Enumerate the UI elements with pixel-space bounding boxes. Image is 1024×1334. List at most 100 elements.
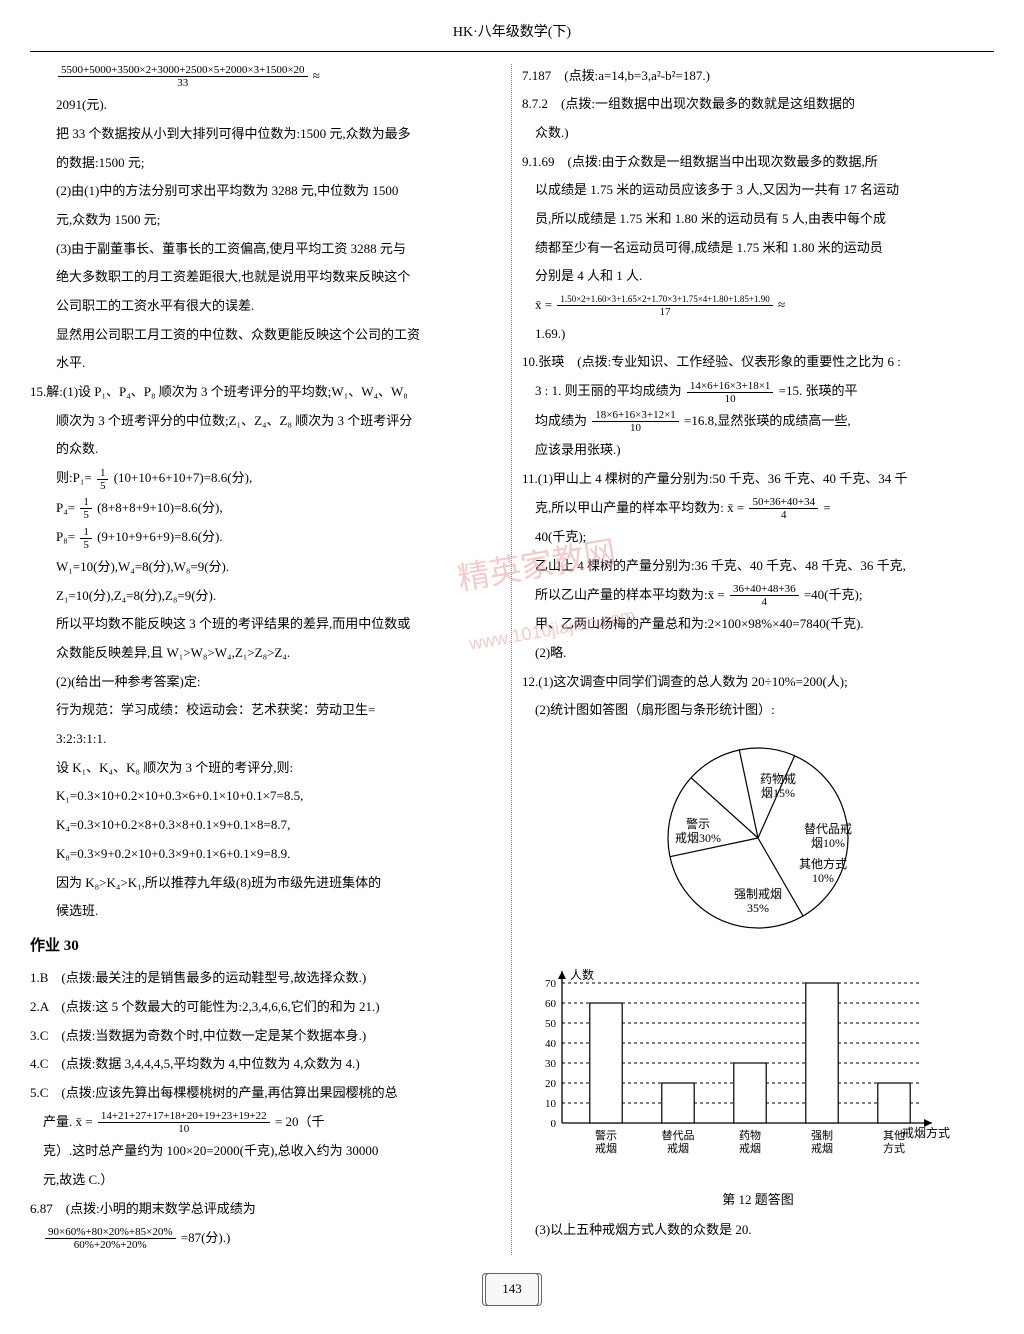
text-line: 公司职工的工资水平有很大的误差. (30, 294, 502, 319)
svg-text:方式: 方式 (883, 1141, 905, 1155)
svg-text:烟10%: 烟10% (811, 836, 845, 850)
answer-line: 8.7.2 (点拨:一组数据中出现次数最多的数就是这组数据的 (522, 92, 994, 117)
svg-text:药物: 药物 (739, 1128, 761, 1142)
text-line: 40(千克); (522, 525, 994, 550)
frac-den: 10 (98, 1123, 270, 1135)
svg-text:30: 30 (545, 1058, 557, 1070)
text-line: 所以平均数不能反映这 3 个班的考评结果的差异,而用中位数或 (30, 612, 502, 637)
fraction: 14+21+27+17+18+20+19+23+19+22 10 (98, 1110, 270, 1135)
svg-text:强制: 强制 (811, 1129, 833, 1142)
eq-line: 均成绩为 18×6+16×3+12×1 10 =16.8,显然张瑛的成绩高一些, (522, 409, 994, 435)
svg-text:戒烟: 戒烟 (667, 1141, 689, 1155)
text-line: 2091(元). (30, 93, 502, 118)
page-number-wrap: 143 (30, 1273, 994, 1306)
text-line: 1.69.) (522, 322, 994, 347)
frac-num: 1.50×2+1.60×3+1.65×2+1.70×3+1.75×4+1.80+… (557, 295, 772, 306)
text-line: 显然用公司职工月工资的中位数、众数更能反映这个公司的工资 (30, 323, 502, 348)
pie-chart: 警示戒烟30%药物戒烟15%替代品戒烟10%其他方式10%强制戒烟35% (628, 733, 888, 943)
fraction: 36+40+48+36 4 (730, 583, 799, 608)
fraction: 1.50×2+1.60×3+1.65×2+1.70×3+1.75×4+1.80+… (557, 295, 772, 318)
eq-post: =16.8,显然张瑛的成绩高一些, (684, 413, 851, 428)
text-line: 设 K₁、K₄、K₈ 顺次为 3 个班的考评分,则: (30, 756, 502, 781)
text-line: Z₁=10(分),Z₄=8(分),Z₈=9(分). (30, 584, 502, 609)
text-line: W₁=10(分),W₄=8(分),W₈=9(分). (30, 555, 502, 580)
fraction: 18×6+16×3+12×1 10 (592, 409, 679, 434)
answer-line: 12.(1)这次调查中同学们调查的总人数为 20÷10%=200(人); (522, 670, 994, 695)
bar-chart: 010203040506070人数戒烟方式警示戒烟替代品戒烟药物戒烟强制戒烟其他… (522, 963, 962, 1163)
svg-text:10%: 10% (812, 871, 834, 885)
svg-text:20: 20 (545, 1078, 557, 1090)
svg-text:烟15%: 烟15% (761, 786, 795, 800)
text-line: (2)由(1)中的方法分别可求出平均数为 3288 元,中位数为 1500 (30, 179, 502, 204)
svg-text:40: 40 (545, 1038, 557, 1050)
svg-text:替代品戒: 替代品戒 (804, 822, 852, 836)
eq-pre: 3 : 1. 则王丽的平均成绩为 (535, 383, 682, 398)
q15-head: 15.解:(1)设 P₁、P₄、P₈ 顺次为 3 个班考评分的平均数;W₁、W₄… (30, 380, 502, 405)
svg-text:戒烟: 戒烟 (595, 1141, 617, 1155)
text-line: (2)(给出一种参考答案)定: (30, 670, 502, 695)
section-heading-hw30: 作业 30 (30, 932, 502, 961)
answer-line: 5.C (点拨:应该先算出每棵樱桃树的产量,再估算出果园樱桃的总 (30, 1081, 502, 1106)
frac-num: 1 (97, 467, 109, 480)
frac-num: 36+40+48+36 (730, 583, 799, 596)
eq-line: 90×60%+80×20%+85×20% 60%+20%+20% =87(分).… (30, 1226, 502, 1252)
text-line: 的数据:1500 元; (30, 151, 502, 176)
text-line: 分别是 4 人和 1 人. (522, 264, 994, 289)
frac-den: 17 (557, 306, 772, 318)
answer-line: 11.(1)甲山上 4 棵树的产量分别为:50 千克、36 千克、40 千克、3… (522, 467, 994, 492)
frac-num: 90×60%+80×20%+85×20% (45, 1226, 176, 1239)
text-line: 把 33 个数据按从小到大排列可得中位数为:1500 元,众数为最多 (30, 122, 502, 147)
text-line: 顺次为 3 个班考评分的中位数;Z₁、Z₄、Z₈ 顺次为 3 个班考评分 (30, 409, 502, 434)
left-column: 5500+5000+3500×2+3000+2500×5+2000×3+1500… (30, 64, 502, 1256)
eq-post: =15. 张瑛的平 (779, 383, 858, 398)
fraction: 50+36+40+34 4 (749, 496, 818, 521)
text-line: 3:2:3:1:1. (30, 727, 502, 752)
frac-num: 14×6+16×3+18×1 (687, 380, 774, 393)
frac-num: 1 (80, 496, 92, 509)
svg-text:10: 10 (545, 1098, 557, 1110)
eq-post: = (823, 500, 830, 515)
text-line: (3)由于副董事长、董事长的工资偏高,使月平均工资 3288 元与 (30, 237, 502, 262)
text-line: 众数.) (522, 121, 994, 146)
page-header: HK·八年级数学(下) (30, 20, 994, 52)
frac-num: 18×6+16×3+12×1 (592, 409, 679, 422)
frac-num: 50+36+40+34 (749, 496, 818, 509)
text-line: 员,所以成绩是 1.75 米和 1.80 米的运动员有 5 人,由表中每个成 (522, 207, 994, 232)
answer-line: 9.1.69 (点拨:由于众数是一组数据当中出现次数最多的数据,所 (522, 150, 994, 175)
frac-num: 1 (80, 526, 92, 539)
answer-line: 4.C (点拨:数据 3,4,4,4,5,平均数为 4,中位数为 4,众数为 4… (30, 1052, 502, 1077)
eq-pre: P₄= (56, 500, 75, 515)
eq-pre: 则:P₁= (56, 470, 92, 485)
answer-line: 1.B (点拨:最关注的是销售最多的运动鞋型号,故选择众数.) (30, 966, 502, 991)
eq-line: x̄ = 1.50×2+1.60×3+1.65×2+1.70×3+1.75×4+… (522, 293, 994, 318)
eq-pre: 产量. x̄ = (43, 1114, 93, 1129)
frac-den: 10 (687, 393, 774, 405)
text-line: 克）.这时总产量约为 100×20=2000(千克),总收入约为 30000 (30, 1139, 502, 1164)
svg-text:戒烟: 戒烟 (739, 1141, 761, 1155)
text-line: (3)以上五种戒烟方式人数的众数是 20. (522, 1218, 994, 1243)
text-line: 以成绩是 1.75 米的运动员应该多于 3 人,又因为一共有 17 名运动 (522, 178, 994, 203)
frac-den: 5 (97, 480, 109, 492)
text-line: K₈=0.3×9+0.2×10+0.3×9+0.1×6+0.1×9=8.9. (30, 842, 502, 867)
svg-text:其他方式: 其他方式 (799, 856, 847, 871)
text-line: 因为 K₈>K₄>K₁,所以推荐九年级(8)班为市级先进班集体的 (30, 871, 502, 896)
frac-den: 33 (58, 77, 308, 89)
answer-line: 10.张瑛 (点拨:专业知识、工作经验、仪表形象的重要性之比为 6 : (522, 350, 994, 375)
eq-post: (10+10+6+10+7)=8.6(分), (114, 470, 252, 485)
eq-pre: 克,所以甲山产量的样本平均数为: x̄ = (535, 500, 744, 515)
svg-text:替代品: 替代品 (662, 1128, 695, 1142)
eq-post: (9+10+9+6+9)=8.6(分). (97, 529, 222, 544)
svg-text:0: 0 (551, 1118, 557, 1130)
text-line: K₄=0.3×10+0.2×8+0.3×8+0.1×9+0.1×8=8.7, (30, 813, 502, 838)
text-line: (2)统计图如答图（扇形图与条形统计图）: (522, 698, 994, 723)
frac-den: 5 (80, 539, 92, 551)
answer-line: 7.187 (点拨:a=14,b=3,a²-b²=187.) (522, 64, 994, 89)
eq-line: P₄= 15 (8+8+8+9+10)=8.6(分), (30, 496, 502, 522)
eq-post: =87(分).) (181, 1230, 231, 1245)
text-line: 众数能反映差异,且 W₁>W₈>W₄,Z₁>Z₈>Z₄. (30, 641, 502, 666)
eq-post: ≈ (778, 297, 785, 312)
eq-line: 产量. x̄ = 14+21+27+17+18+20+19+23+19+22 1… (30, 1110, 502, 1136)
fraction: 14×6+16×3+18×1 10 (687, 380, 774, 405)
frac-num: 14+21+27+17+18+20+19+23+19+22 (98, 1110, 270, 1123)
text-line: 行为规范：学习成绩：校运动会：艺术获奖：劳动卫生= (30, 698, 502, 723)
